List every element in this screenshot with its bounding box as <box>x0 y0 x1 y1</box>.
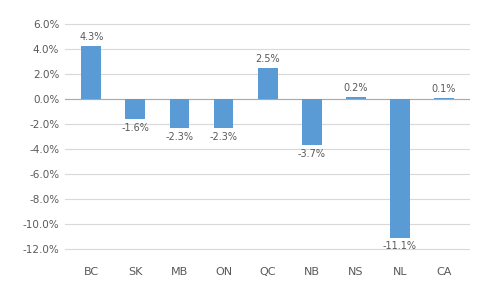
Bar <box>81 45 101 99</box>
Bar <box>258 68 277 99</box>
Text: -1.6%: -1.6% <box>121 123 149 133</box>
Text: 0.1%: 0.1% <box>432 84 456 94</box>
Bar <box>125 99 145 119</box>
Bar <box>390 99 410 238</box>
Bar <box>346 97 366 99</box>
Text: 2.5%: 2.5% <box>255 54 280 64</box>
Bar <box>434 98 454 99</box>
Text: -2.3%: -2.3% <box>209 132 238 142</box>
Text: -3.7%: -3.7% <box>298 149 326 159</box>
Bar <box>214 99 233 128</box>
Text: -11.1%: -11.1% <box>383 241 417 251</box>
Bar <box>169 99 189 128</box>
Text: -2.3%: -2.3% <box>166 132 193 142</box>
Bar <box>302 99 322 145</box>
Text: 0.2%: 0.2% <box>344 83 368 93</box>
Text: 4.3%: 4.3% <box>79 32 103 42</box>
